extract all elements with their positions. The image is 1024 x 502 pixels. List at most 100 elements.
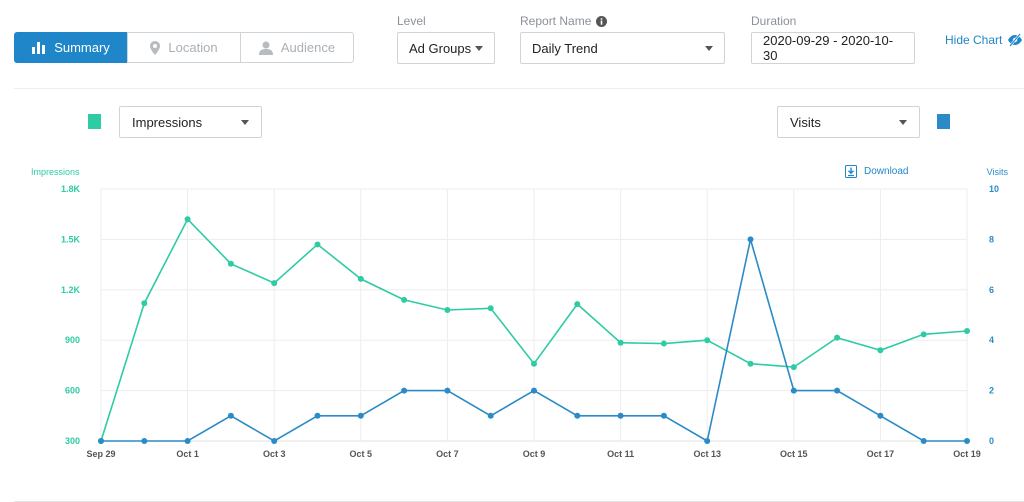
data-point-impressions <box>444 306 451 313</box>
data-point-visits <box>704 438 711 444</box>
data-point-visits <box>747 236 754 243</box>
data-point-visits <box>401 387 408 394</box>
download-icon <box>845 165 857 178</box>
axis-ticks: 300 600 900 1.2K 1.5K 1.8K 0 2 4 6 8 10 Sep 29 Oct 1 O… <box>61 184 999 459</box>
duration-picker[interactable]: 2020-09-29 - 2020-10-30 <box>751 32 915 64</box>
data-point-impressions <box>660 340 667 347</box>
person-icon <box>258 41 273 55</box>
axis-titles: Impressions Visits <box>31 167 1008 177</box>
level-select[interactable]: Ad Groups <box>397 32 495 64</box>
data-point-impressions <box>271 280 278 287</box>
report-name-label: Report Name <box>520 14 592 28</box>
x-tick-label: Oct 7 <box>436 449 459 459</box>
chart-series <box>98 216 970 444</box>
eye-slash-icon <box>1008 33 1023 47</box>
data-point-impressions <box>574 301 581 308</box>
y-left-tick-label: 1.8K <box>61 184 81 194</box>
y-right-tick-label: 10 <box>989 184 999 194</box>
data-point-visits <box>184 438 191 444</box>
y-right-tick-label: 0 <box>989 436 994 446</box>
right-metric-value: Visits <box>790 114 821 130</box>
y-right-tick-label: 6 <box>989 285 994 295</box>
data-point-visits <box>877 412 884 419</box>
data-point-impressions <box>314 241 321 248</box>
tab-location[interactable]: Location <box>127 32 241 63</box>
data-point-impressions <box>834 334 841 341</box>
duration-value: 2020-09-29 - 2020-10-30 <box>763 33 894 63</box>
data-point-impressions <box>184 216 191 223</box>
data-point-impressions <box>487 305 494 312</box>
y-left-tick-label: 600 <box>65 386 80 396</box>
data-point-visits <box>271 438 278 444</box>
data-point-impressions <box>704 337 711 344</box>
data-point-impressions <box>401 296 408 303</box>
data-point-impressions <box>531 360 537 367</box>
x-tick-label: Oct 9 <box>523 449 546 459</box>
chevron-down-icon <box>705 45 713 51</box>
chart-grid <box>100 188 968 442</box>
tab-summary-label: Summary <box>54 40 110 55</box>
data-point-impressions <box>877 347 884 354</box>
x-tick-label: Oct 15 <box>780 449 808 459</box>
tab-location-label: Location <box>168 40 218 55</box>
hide-chart-label: Hide Chart <box>945 33 1003 47</box>
level-value: Ad Groups <box>409 40 472 56</box>
y-right-tick-label: 4 <box>989 335 994 345</box>
data-point-visits <box>920 438 927 444</box>
tab-audience[interactable]: Audience <box>240 32 354 63</box>
hide-chart-link[interactable]: Hide Chart <box>945 33 1023 47</box>
download-label: Download <box>864 166 909 177</box>
data-point-visits <box>98 438 104 444</box>
y-left-axis-title: Impressions <box>31 167 80 177</box>
y-left-tick-label: 1.2K <box>61 285 81 295</box>
data-point-visits <box>357 412 364 419</box>
data-point-visits <box>444 387 451 394</box>
x-tick-label: Oct 13 <box>693 449 721 459</box>
data-point-visits <box>531 387 537 394</box>
location-pin-icon <box>150 40 161 55</box>
x-tick-label: Oct 17 <box>867 449 895 459</box>
data-point-impressions <box>747 360 754 367</box>
y-right-tick-label: 8 <box>989 234 994 244</box>
data-point-visits <box>314 412 321 419</box>
info-icon[interactable] <box>596 15 608 27</box>
x-tick-label: Oct 5 <box>350 449 373 459</box>
report-name-select[interactable]: Daily Trend <box>520 32 725 64</box>
y-right-tick-label: 2 <box>989 386 994 396</box>
data-point-visits <box>487 412 494 419</box>
left-metric-select[interactable]: Impressions <box>119 106 262 138</box>
chevron-down-icon <box>241 119 249 125</box>
x-tick-label: Oct 3 <box>263 449 286 459</box>
data-point-impressions <box>227 260 234 267</box>
chevron-down-icon <box>475 45 483 51</box>
duration-label: Duration <box>751 14 797 28</box>
level-label: Level <box>397 14 426 28</box>
data-point-visits <box>141 438 148 444</box>
data-point-impressions <box>357 275 364 282</box>
y-left-tick-label: 300 <box>65 436 80 446</box>
left-metric-value: Impressions <box>132 114 203 130</box>
x-tick-label: Oct 11 <box>607 449 634 459</box>
data-point-visits <box>574 412 581 419</box>
data-point-visits <box>790 387 797 394</box>
download-link[interactable]: Download <box>845 165 908 178</box>
data-point-impressions <box>790 364 797 371</box>
data-point-impressions <box>617 339 624 346</box>
bar-chart-icon <box>32 42 46 54</box>
x-tick-label: Sep 29 <box>86 449 115 459</box>
report-name-label-group: Report Name <box>520 14 608 28</box>
chevron-down-icon <box>899 119 907 125</box>
data-point-visits <box>964 438 970 444</box>
y-right-axis-title: Visits <box>987 167 1009 177</box>
data-point-impressions <box>920 331 927 338</box>
tab-summary[interactable]: Summary <box>14 32 128 63</box>
data-point-visits <box>660 412 667 419</box>
right-metric-select[interactable]: Visits <box>777 106 920 138</box>
y-left-tick-label: 900 <box>65 335 80 345</box>
x-tick-label: Oct 1 <box>176 449 199 459</box>
data-point-impressions <box>141 300 148 307</box>
data-point-impressions <box>964 327 970 334</box>
tab-audience-label: Audience <box>280 40 336 55</box>
impressions-swatch <box>88 114 101 129</box>
